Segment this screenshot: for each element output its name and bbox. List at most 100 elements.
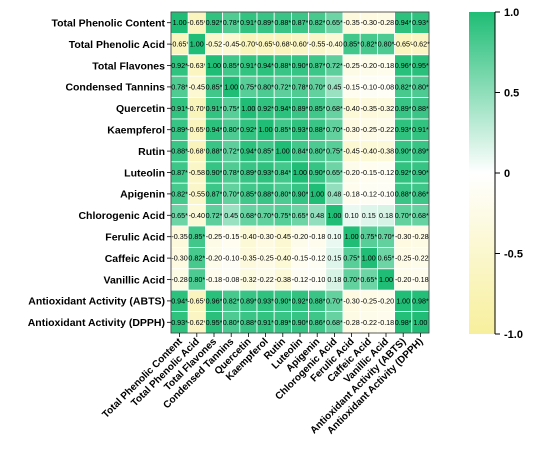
cell-value-label: -0.30 <box>343 125 359 134</box>
cell-value-label: 0.94* <box>257 61 274 70</box>
cell-value-label: 0.88* <box>171 147 188 156</box>
cell-value-label: 0.88* <box>274 18 291 27</box>
cell-value-label: 0.75* <box>326 147 343 156</box>
cell-value-label: -0.08 <box>378 82 394 91</box>
cell-value-label: 0.68* <box>326 104 343 113</box>
cell-value-label: -0.12 <box>361 189 377 198</box>
cell-value-label: -0.68* <box>187 147 206 156</box>
cell-value-label: -0.28 <box>343 318 359 327</box>
cell-value-label: -0.30 <box>343 296 359 305</box>
cell-value-label: -0.25 <box>395 254 411 263</box>
cell-value-label: 0.88* <box>274 61 291 70</box>
cell-value-label: 0.92* <box>292 296 309 305</box>
cell-value-label: -0.10 <box>223 254 239 263</box>
cell-value-label: 0.90* <box>292 189 309 198</box>
colorbar-tick-label: 1.0 <box>504 7 519 19</box>
cell-value-label: 0.91* <box>171 104 188 113</box>
cell-value-label: -0.55 <box>309 40 325 49</box>
cell-value-label: -0.70* <box>187 104 206 113</box>
cell-value-label: -0.22 <box>412 254 428 263</box>
cell-value-label: -0.35 <box>171 232 187 241</box>
cell-value-label: -0.32 <box>240 275 256 284</box>
cell-value-label: 0.72* <box>274 82 291 91</box>
cell-value-label: 0.72* <box>206 211 223 220</box>
cell-value-label: -0.25 <box>361 296 377 305</box>
cell-value-label: 1.00 <box>396 296 410 305</box>
row-label: Vanillic Acid <box>104 274 165 286</box>
row-labels: Total Phenolic Content Total Phenolic Aci… <box>28 18 171 329</box>
cell-value-label: 0.94* <box>206 125 223 134</box>
cell-value-label: -0.45 <box>223 40 239 49</box>
cell-value-label: 0.70* <box>343 275 360 284</box>
cell-value-label: 0.80* <box>223 318 240 327</box>
cell-value-label: -0.10 <box>361 82 377 91</box>
cell-value-label: 0.85* <box>309 104 326 113</box>
cell-value-label: -0.52 <box>206 40 222 49</box>
cell-value-label: 0.68* <box>326 318 343 327</box>
cell-value-label: -0.38 <box>378 147 394 156</box>
cell-value-label: -0.65* <box>187 125 206 134</box>
cell-value-label: -0.18 <box>309 232 325 241</box>
cell-value-label: 0.82* <box>360 40 377 49</box>
cell-value-label: -0.40 <box>326 40 342 49</box>
cell-value-label: 1.00 <box>173 18 187 27</box>
cell-value-label: 0.88* <box>309 296 326 305</box>
cell-value-label: 0.70* <box>309 82 326 91</box>
cell-value-label: 0.80* <box>309 147 326 156</box>
row-label: Total Phenolic Content <box>51 18 165 30</box>
cell-value-label: 0.89* <box>395 104 412 113</box>
cell-value-label: 0.82* <box>171 189 188 198</box>
cell-value-label: 0.65* <box>378 254 395 263</box>
cell-value-label: 0.88* <box>257 189 274 198</box>
cell-value-label: 0.84* <box>274 168 291 177</box>
cell-value-label: 0.93* <box>257 296 274 305</box>
colorbar-tick-label: -1.0 <box>504 329 523 341</box>
cell-value-label: 0.90* <box>292 61 309 70</box>
cell-value-label: 0.89* <box>240 296 257 305</box>
cell-value-label: -0.40 <box>275 254 291 263</box>
cell-value-label: 0.90* <box>206 168 223 177</box>
cell-value-label: -0.55 <box>189 189 205 198</box>
cell-value-label: 0.93* <box>395 125 412 134</box>
cell-value-label: 0.72* <box>223 147 240 156</box>
cell-value-label: -0.10 <box>378 189 394 198</box>
cell-value-label: -0.15 <box>223 232 239 241</box>
row-label: Condensed Tannins <box>65 82 165 94</box>
cell-value-label: -0.28 <box>171 275 187 284</box>
cell-value-label: 0.94* <box>274 104 291 113</box>
cell-value-label: 0.80* <box>274 189 291 198</box>
cell-value-label: 0.93* <box>171 318 188 327</box>
cell-value-label: 0.65* <box>360 275 377 284</box>
cell-value-label: -0.65* <box>256 40 275 49</box>
cell-value-label: -0.40 <box>343 104 359 113</box>
cell-value-label: -0.18 <box>378 61 394 70</box>
colorbar-gradient <box>469 12 495 334</box>
cell-value-label: -0.38 <box>275 275 291 284</box>
cell-value-label: 0.65* <box>326 168 343 177</box>
cell-value-label: 0.78* <box>292 82 309 91</box>
cell-value-label: -0.65* <box>394 40 413 49</box>
cell-value-label: 0.93* <box>292 125 309 134</box>
cell-value-label: 0.82* <box>223 296 240 305</box>
cell-value-label: 1.00 <box>207 61 221 70</box>
cell-value-label: -0.70* <box>239 40 258 49</box>
cell-value-label: 0.89* <box>240 168 257 177</box>
cell-value-label: -0.22 <box>361 318 377 327</box>
cell-value-label: -0.68* <box>273 40 292 49</box>
cell-value-label: 0.94* <box>171 296 188 305</box>
cell-value-label: 0.75* <box>274 211 291 220</box>
cell-value-label: 1.00 <box>345 232 359 241</box>
row-label: Total Flavones <box>92 60 165 72</box>
row-label: Apigenin <box>120 189 165 201</box>
cell-value-label: 0.85* <box>223 61 240 70</box>
colorbar: 1.0 0.5 0 -0.5 -1.0 <box>469 7 523 341</box>
cell-value-label: 0.80* <box>412 82 429 91</box>
cell-value-label: 0.82* <box>188 254 205 263</box>
cell-value-label: 0.91* <box>240 18 257 27</box>
cell-value-label: 0.75* <box>360 232 377 241</box>
cell-value-label: 0.78* <box>223 18 240 27</box>
cell-value-label: -0.62* <box>187 318 206 327</box>
cell-value-label: 0.91* <box>412 125 429 134</box>
cell-value-label: 0.78* <box>171 82 188 91</box>
